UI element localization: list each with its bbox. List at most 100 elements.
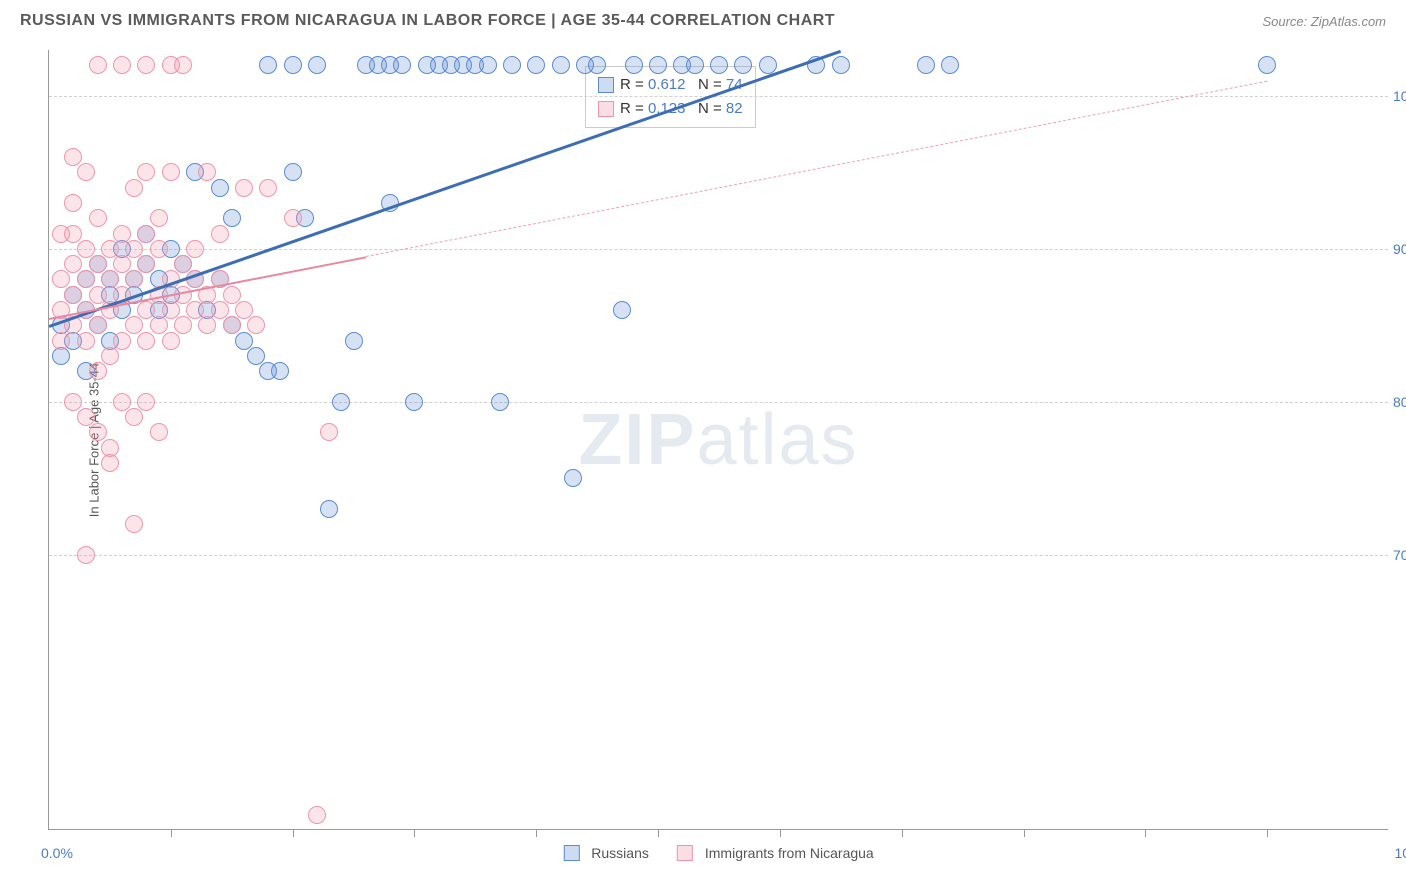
data-point-nicaragua [52,332,70,350]
series-legend: Russians Immigrants from Nicaragua [563,845,873,861]
data-point-nicaragua [198,163,216,181]
data-point-russians [235,332,253,350]
x-axis-max-label: 100.0% [1395,845,1406,861]
data-point-russians [564,469,582,487]
scatter-chart: In Labor Force | Age 35-44 ZIPatlas 0.0%… [48,50,1388,830]
data-point-nicaragua [223,316,241,334]
data-point-nicaragua [162,163,180,181]
x-tick [780,829,781,837]
data-point-nicaragua [89,316,107,334]
data-point-nicaragua [113,255,131,273]
legend-label: Immigrants from Nicaragua [705,845,874,861]
data-point-nicaragua [125,179,143,197]
data-point-russians [491,393,509,411]
data-point-nicaragua [64,255,82,273]
data-point-nicaragua [89,362,107,380]
data-point-nicaragua [64,393,82,411]
data-point-nicaragua [235,179,253,197]
data-point-russians [247,347,265,365]
data-point-nicaragua [52,270,70,288]
data-point-nicaragua [223,286,241,304]
data-point-nicaragua [320,423,338,441]
data-point-nicaragua [162,301,180,319]
data-point-russians [259,56,277,74]
data-point-nicaragua [89,286,107,304]
data-point-russians [686,56,704,74]
gridline-h [49,555,1388,556]
data-point-nicaragua [101,240,119,258]
swatch-russians [598,77,614,93]
data-point-nicaragua [235,301,253,319]
data-point-nicaragua [284,209,302,227]
data-point-nicaragua [137,255,155,273]
data-point-nicaragua [52,225,70,243]
watermark: ZIPatlas [578,399,858,481]
data-point-russians [552,56,570,74]
data-point-russians [917,56,935,74]
y-tick-label: 80.0% [1393,394,1406,410]
data-point-nicaragua [150,209,168,227]
data-point-nicaragua [113,56,131,74]
data-point-nicaragua [77,163,95,181]
data-point-nicaragua [150,423,168,441]
gridline-h [49,402,1388,403]
data-point-nicaragua [137,332,155,350]
data-point-nicaragua [113,225,131,243]
x-tick [171,829,172,837]
data-point-russians [503,56,521,74]
data-point-nicaragua [101,347,119,365]
data-point-nicaragua [308,806,326,824]
x-tick [536,829,537,837]
x-tick [293,829,294,837]
data-point-nicaragua [77,270,95,288]
data-point-nicaragua [137,163,155,181]
data-point-nicaragua [101,270,119,288]
data-point-nicaragua [89,56,107,74]
trend-line-russians [49,50,842,328]
data-point-russians [479,56,497,74]
data-point-russians [588,56,606,74]
x-tick [658,829,659,837]
data-point-russians [271,362,289,380]
data-point-nicaragua [125,408,143,426]
data-point-nicaragua [174,316,192,334]
data-point-nicaragua [150,316,168,334]
y-tick-label: 90.0% [1393,241,1406,257]
data-point-russians [527,56,545,74]
data-point-russians [1258,56,1276,74]
y-tick-label: 70.0% [1393,547,1406,563]
data-point-nicaragua [125,270,143,288]
chart-header: RUSSIAN VS IMMIGRANTS FROM NICARAGUA IN … [0,0,1406,38]
x-tick [902,829,903,837]
legend-item: Immigrants from Nicaragua [677,845,874,861]
data-point-nicaragua [113,332,131,350]
data-point-nicaragua [247,316,265,334]
data-point-russians [284,56,302,74]
data-point-nicaragua [77,546,95,564]
legend-swatch [563,845,579,861]
data-point-russians [332,393,350,411]
data-point-russians [649,56,667,74]
data-point-nicaragua [64,286,82,304]
data-point-nicaragua [101,454,119,472]
x-tick [1024,829,1025,837]
data-point-nicaragua [137,225,155,243]
data-point-russians [393,56,411,74]
data-point-nicaragua [174,255,192,273]
x-tick [414,829,415,837]
legend-swatch [677,845,693,861]
data-point-nicaragua [89,423,107,441]
legend-label: Russians [591,845,649,861]
data-point-russians [613,301,631,319]
data-point-russians [284,163,302,181]
data-point-nicaragua [259,179,277,197]
data-point-nicaragua [174,56,192,74]
data-point-nicaragua [89,255,107,273]
chart-title: RUSSIAN VS IMMIGRANTS FROM NICARAGUA IN … [20,12,835,30]
data-point-russians [625,56,643,74]
data-point-nicaragua [89,209,107,227]
x-tick [1145,829,1146,837]
data-point-nicaragua [77,240,95,258]
data-point-nicaragua [137,393,155,411]
legend-item: Russians [563,845,649,861]
